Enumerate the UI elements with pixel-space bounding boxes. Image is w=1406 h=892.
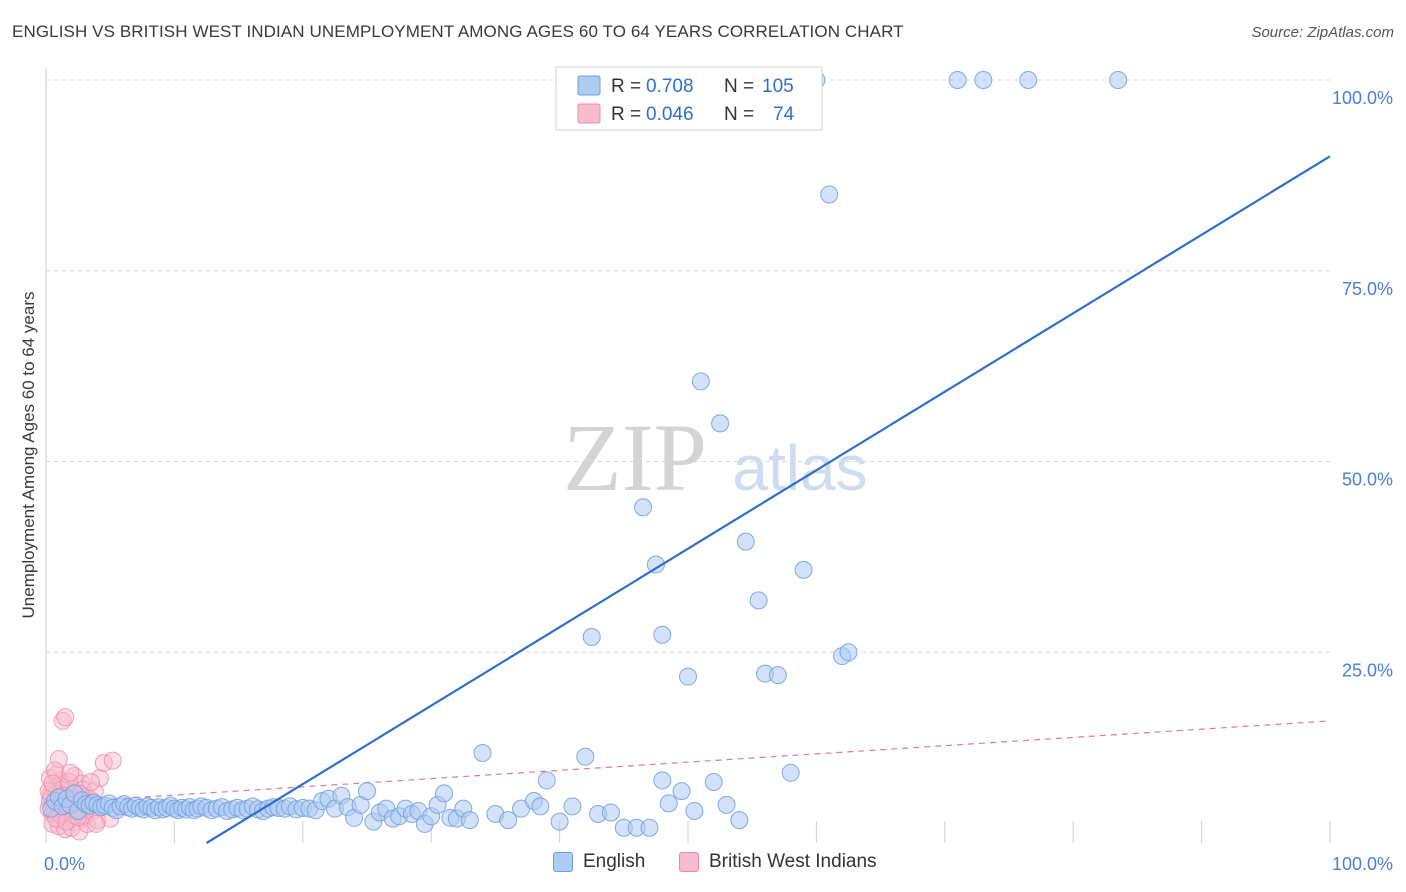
- english-point-103: [685, 801, 704, 820]
- x-tick-label-max: 100.0%: [1332, 854, 1393, 874]
- english-point-110: [736, 532, 755, 551]
- bottom-legend-bwi[interactable]: British West Indians: [679, 851, 877, 873]
- y-tick-label-2: 75.0%: [1342, 279, 1393, 299]
- tick-labels: 25.0% 50.0% 75.0% 100.0% 0.0% 100.0%: [44, 88, 1393, 874]
- english-point-116: [646, 555, 665, 574]
- source-label: Source: ZipAtlas.com: [1251, 24, 1394, 41]
- english-point-109: [781, 763, 800, 782]
- english-legend-label: English: [583, 851, 646, 872]
- english-point-90: [531, 797, 550, 816]
- english-point-102: [672, 782, 691, 801]
- english-point-125: [974, 71, 993, 89]
- bwi-point-65: [61, 763, 80, 782]
- english-point-92: [550, 812, 569, 831]
- english-point-84: [460, 811, 479, 830]
- bwi-point-68: [87, 814, 106, 833]
- y-tick-label-3: 100.0%: [1332, 88, 1393, 108]
- english-point-96: [601, 803, 620, 822]
- english-point-120: [679, 667, 697, 686]
- english-point-126: [1019, 71, 1038, 89]
- legend-r-value-bwi: 0.046: [646, 104, 694, 125]
- bwi-swatch: [679, 852, 699, 872]
- y-tick-label-1: 50.0%: [1342, 470, 1393, 490]
- bwi-points: [39, 708, 122, 841]
- legend-r-label-english: R =: [611, 76, 641, 97]
- english-point-106: [730, 811, 749, 830]
- chart-title: ENGLISH VS BRITISH WEST INDIAN UNEMPLOYM…: [12, 22, 904, 41]
- english-point-122: [653, 625, 672, 644]
- english-point-127: [1109, 71, 1128, 89]
- english-swatch: [553, 852, 573, 872]
- bwi-legend-label: British West Indians: [709, 851, 877, 872]
- english-point-119: [711, 414, 730, 433]
- watermark-zip: ZIP: [563, 404, 707, 511]
- english-point-111: [749, 591, 768, 610]
- bottom-legend: English British West Indians: [0, 851, 1406, 879]
- legend-box: R = 0.708 N = 105 R = 0.046 N = 74: [555, 66, 823, 131]
- english-point-115: [839, 643, 858, 662]
- english-point-108: [768, 666, 787, 685]
- english-point-113: [820, 185, 839, 204]
- english-point-91: [537, 771, 556, 790]
- legend-n-label-bwi: N =: [724, 104, 754, 125]
- bwi-point-67: [81, 772, 100, 791]
- legend-r-label-bwi: R =: [611, 104, 641, 125]
- legend-swatch-english: [577, 75, 601, 96]
- english-trend-layer: [205, 155, 1331, 844]
- english-point-101: [659, 794, 678, 813]
- watermark-atlas: atlas: [732, 432, 867, 504]
- english-point-85: [473, 743, 492, 762]
- english-trend-line: [205, 155, 1331, 844]
- english-point-100: [653, 771, 672, 790]
- english-point-80: [435, 784, 454, 803]
- english-point-118: [691, 372, 710, 391]
- english-point-105: [717, 795, 736, 814]
- english-point-124: [948, 71, 967, 89]
- english-point-94: [576, 747, 595, 766]
- bottom-legend-english[interactable]: English: [553, 851, 645, 873]
- bwi-trend-layer: [45, 720, 1331, 804]
- english-point-87: [499, 811, 518, 830]
- bwi-trend-line: [45, 720, 1331, 804]
- watermark: ZIP atlas: [563, 404, 868, 511]
- legend-n-label-english: N =: [724, 76, 754, 97]
- english-point-117: [634, 498, 653, 517]
- legend-swatch-bwi: [577, 103, 601, 124]
- english-point-93: [563, 797, 582, 816]
- bwi-point-63: [56, 708, 75, 727]
- english-point-68: [358, 782, 376, 801]
- bwi-point-49: [103, 751, 122, 770]
- legend-r-value-english: 0.708: [646, 76, 694, 97]
- english-point-121: [582, 627, 601, 646]
- legend-n-value-english: 105: [762, 76, 794, 97]
- english-point-104: [704, 772, 723, 791]
- english-point-112: [794, 560, 813, 579]
- english-point-99: [640, 818, 659, 837]
- y-tick-label-0: 25.0%: [1342, 660, 1393, 680]
- x-tick-label-min: 0.0%: [44, 854, 85, 874]
- legend-n-value-bwi: 74: [773, 104, 795, 125]
